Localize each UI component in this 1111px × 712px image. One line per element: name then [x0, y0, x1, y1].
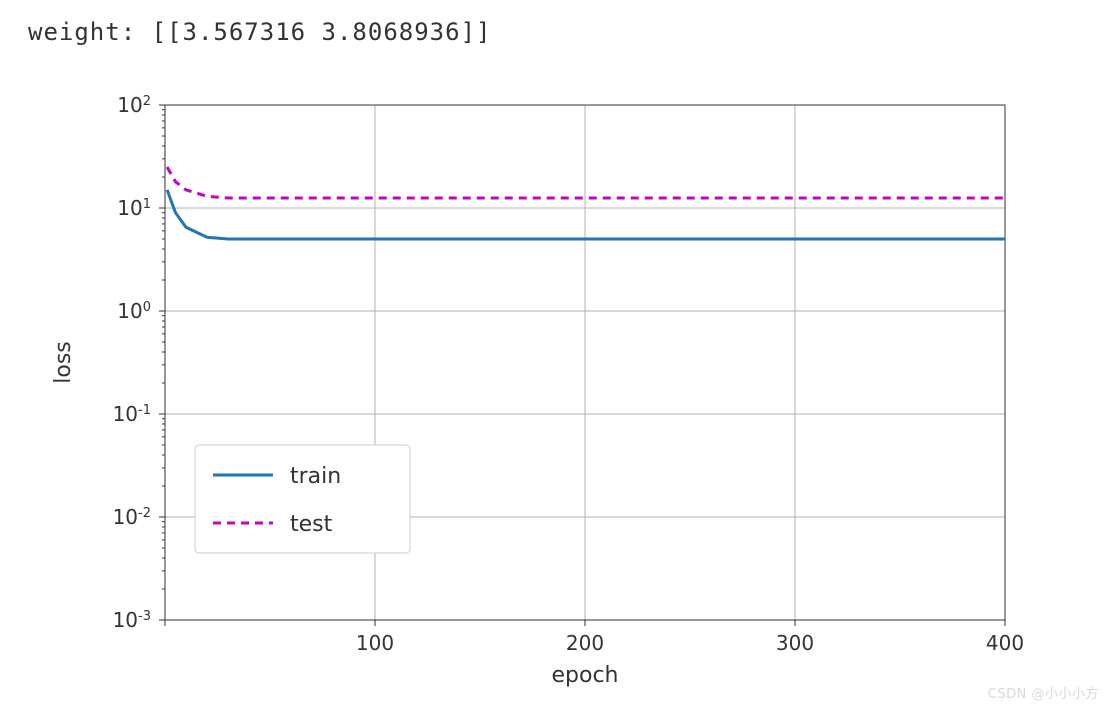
svg-text:400: 400	[986, 631, 1024, 655]
svg-text:10-1: 10-1	[113, 402, 151, 426]
watermark-text: CSDN @小小小方	[988, 683, 1099, 702]
svg-text:100: 100	[356, 631, 394, 655]
svg-text:10-2: 10-2	[113, 505, 151, 529]
x-axis-label: epoch	[552, 663, 619, 688]
svg-text:101: 101	[117, 196, 151, 220]
legend-label-train: train	[290, 464, 341, 489]
svg-text:300: 300	[776, 631, 814, 655]
svg-text:102: 102	[117, 93, 151, 117]
svg-text:200: 200	[566, 631, 604, 655]
svg-text:100: 100	[117, 299, 151, 323]
legend-label-test: test	[290, 512, 333, 537]
y-axis-label: loss	[51, 341, 76, 384]
svg-text:10-3: 10-3	[113, 608, 151, 632]
loss-chart: 100 200 300 400 10-3 10-2 10-1 100 101 102 epoch lo…	[0, 0, 1111, 712]
